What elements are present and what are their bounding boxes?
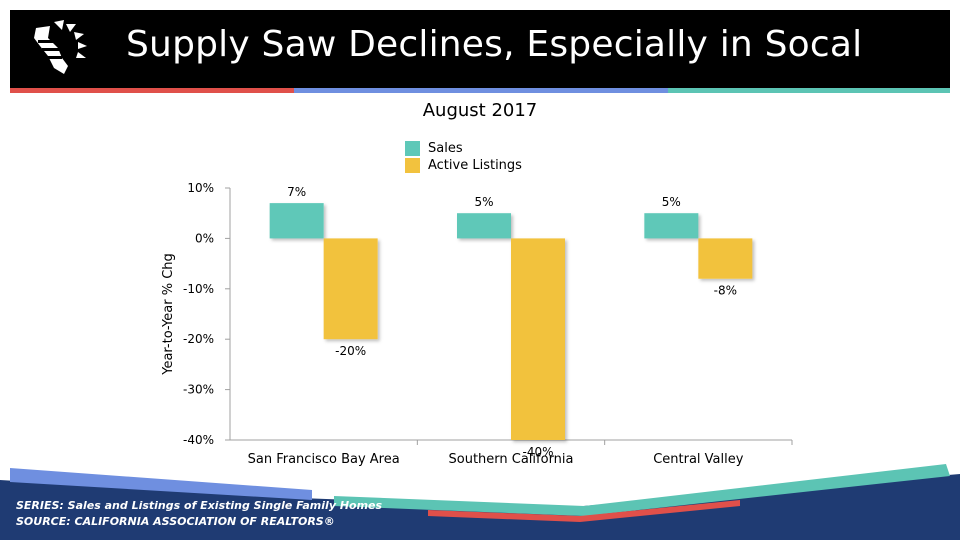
y-tick-label: -30% (183, 383, 214, 397)
y-tick-label: 0% (195, 231, 214, 245)
footer-teal-band (334, 464, 950, 516)
stripe-teal (668, 88, 950, 93)
stripe-blue (294, 88, 668, 93)
data-label: -40% (522, 445, 553, 459)
data-label: 7% (287, 185, 306, 199)
bar-active-listings (323, 238, 378, 340)
legend-item-sales: Sales (405, 140, 522, 157)
data-label: 5% (474, 195, 493, 209)
legend-label-sales: Sales (428, 141, 463, 156)
data-label: 5% (662, 195, 681, 209)
chart-title: August 2017 (422, 100, 538, 121)
legend-label-listings: Active Listings (428, 158, 522, 173)
data-label: -8% (714, 284, 737, 298)
y-tick-label: -40% (183, 433, 214, 447)
page-title: Supply Saw Declines, Especially in Socal (126, 24, 863, 65)
bar-active-listings (511, 238, 565, 440)
x-category-label: San Francisco Bay Area (248, 452, 400, 467)
data-label: -20% (335, 344, 366, 358)
footer-decoration (0, 464, 960, 540)
footer-source-text: SOURCE: CALIFORNIA ASSOCIATION OF REALTO… (16, 515, 335, 528)
y-axis-label: Year-to-Year % Chg (161, 253, 176, 376)
bar-sales (644, 213, 699, 239)
bar-active-listings (698, 238, 753, 279)
california-realtors-logo-icon (34, 20, 87, 74)
y-tick-label: 10% (187, 181, 214, 195)
y-tick-label: -20% (183, 332, 214, 346)
footer-red-band (428, 500, 740, 522)
stripe-red (10, 88, 294, 93)
y-tick-label: -10% (183, 282, 214, 296)
footer-blue-band (10, 468, 312, 500)
bar-sales (269, 203, 324, 239)
footer-series-text: SERIES: Sales and Listings of Existing S… (16, 499, 383, 512)
legend-item-listings: Active Listings (405, 157, 522, 174)
chart-legend: Sales Active Listings (405, 140, 522, 174)
x-category-label: Southern California (449, 452, 574, 467)
x-category-label: Central Valley (653, 452, 744, 467)
legend-swatch-listings (405, 158, 420, 173)
header-bar: Supply Saw Declines, Especially in Socal (10, 10, 950, 88)
legend-swatch-sales (405, 141, 420, 156)
bar-sales (457, 213, 511, 239)
